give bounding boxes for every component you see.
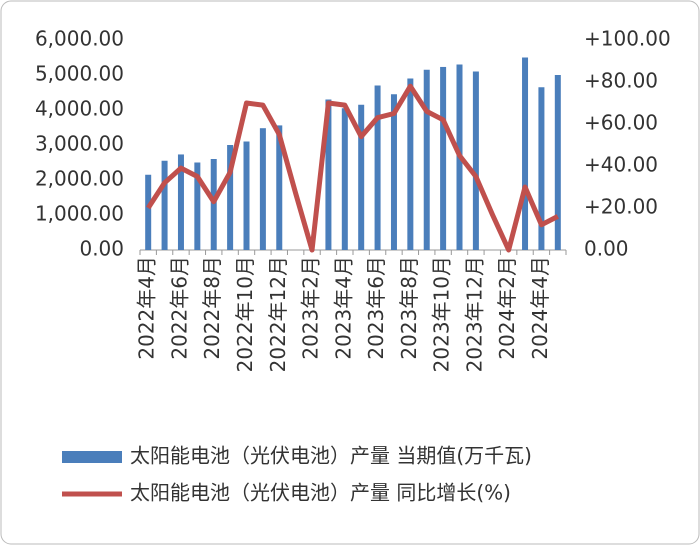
- bar: [341, 108, 348, 250]
- y-tick-label: 3,000.00: [35, 132, 124, 156]
- bar: [276, 125, 283, 250]
- bar: [177, 154, 184, 250]
- legend-label: 太阳能电池（光伏电池）产量 同比增长(%): [130, 481, 511, 505]
- bar: [407, 78, 414, 250]
- bar: [227, 145, 234, 250]
- bar: [325, 99, 332, 250]
- y2-tick-label: +100.00: [584, 27, 671, 51]
- y2-tick-label: +80.00: [584, 69, 658, 93]
- x-tick-label: 2022年8月: [200, 256, 224, 360]
- bar: [522, 57, 529, 250]
- bar: [259, 128, 266, 250]
- legend-swatch: [62, 451, 122, 463]
- bar: [210, 159, 217, 250]
- bar: [390, 94, 397, 250]
- y2-tick-label: +40.00: [584, 153, 658, 177]
- x-tick-label: 2023年8月: [397, 256, 421, 360]
- bar: [145, 174, 152, 250]
- x-tick-label: 2023年2月: [299, 256, 323, 360]
- line: [146, 83, 559, 253]
- y-tick-label: 2,000.00: [35, 167, 124, 191]
- y2-tick-label: +60.00: [584, 111, 658, 135]
- y-tick-label: 6,000.00: [35, 27, 124, 51]
- x-tick-label: 2023年4月: [331, 256, 355, 360]
- y-tick-label: 0.00: [79, 237, 124, 261]
- bar: [374, 85, 381, 250]
- bar: [161, 160, 168, 250]
- x-tick-label: 2022年6月: [167, 256, 191, 360]
- x-tick-label: 2022年12月: [266, 256, 290, 372]
- y2-tick-label: +20.00: [584, 195, 658, 219]
- y-tick-label: 4,000.00: [35, 97, 124, 121]
- bar: [440, 66, 447, 250]
- bar: [538, 87, 545, 250]
- bar: [472, 71, 479, 250]
- y2-tick-label: 0.00: [584, 237, 629, 261]
- x-tick-label: 2024年4月: [528, 256, 552, 360]
- x-tick-label: 2023年6月: [364, 256, 388, 360]
- bar: [423, 69, 430, 250]
- bar: [243, 141, 250, 250]
- x-tick-label: 2023年12月: [462, 256, 486, 372]
- y-tick-label: 5,000.00: [35, 62, 124, 86]
- x-tick-label: 2022年4月: [135, 256, 159, 360]
- bar: [554, 75, 561, 250]
- legend-label: 太阳能电池（光伏电池）产量 当期值(万千瓦): [130, 444, 532, 468]
- bar: [194, 162, 201, 250]
- y-tick-label: 1,000.00: [35, 202, 124, 226]
- x-tick-label: 2023年10月: [430, 256, 454, 372]
- bar: [358, 104, 365, 250]
- x-tick-label: 2024年2月: [495, 256, 519, 360]
- x-tick-label: 2022年10月: [233, 256, 257, 372]
